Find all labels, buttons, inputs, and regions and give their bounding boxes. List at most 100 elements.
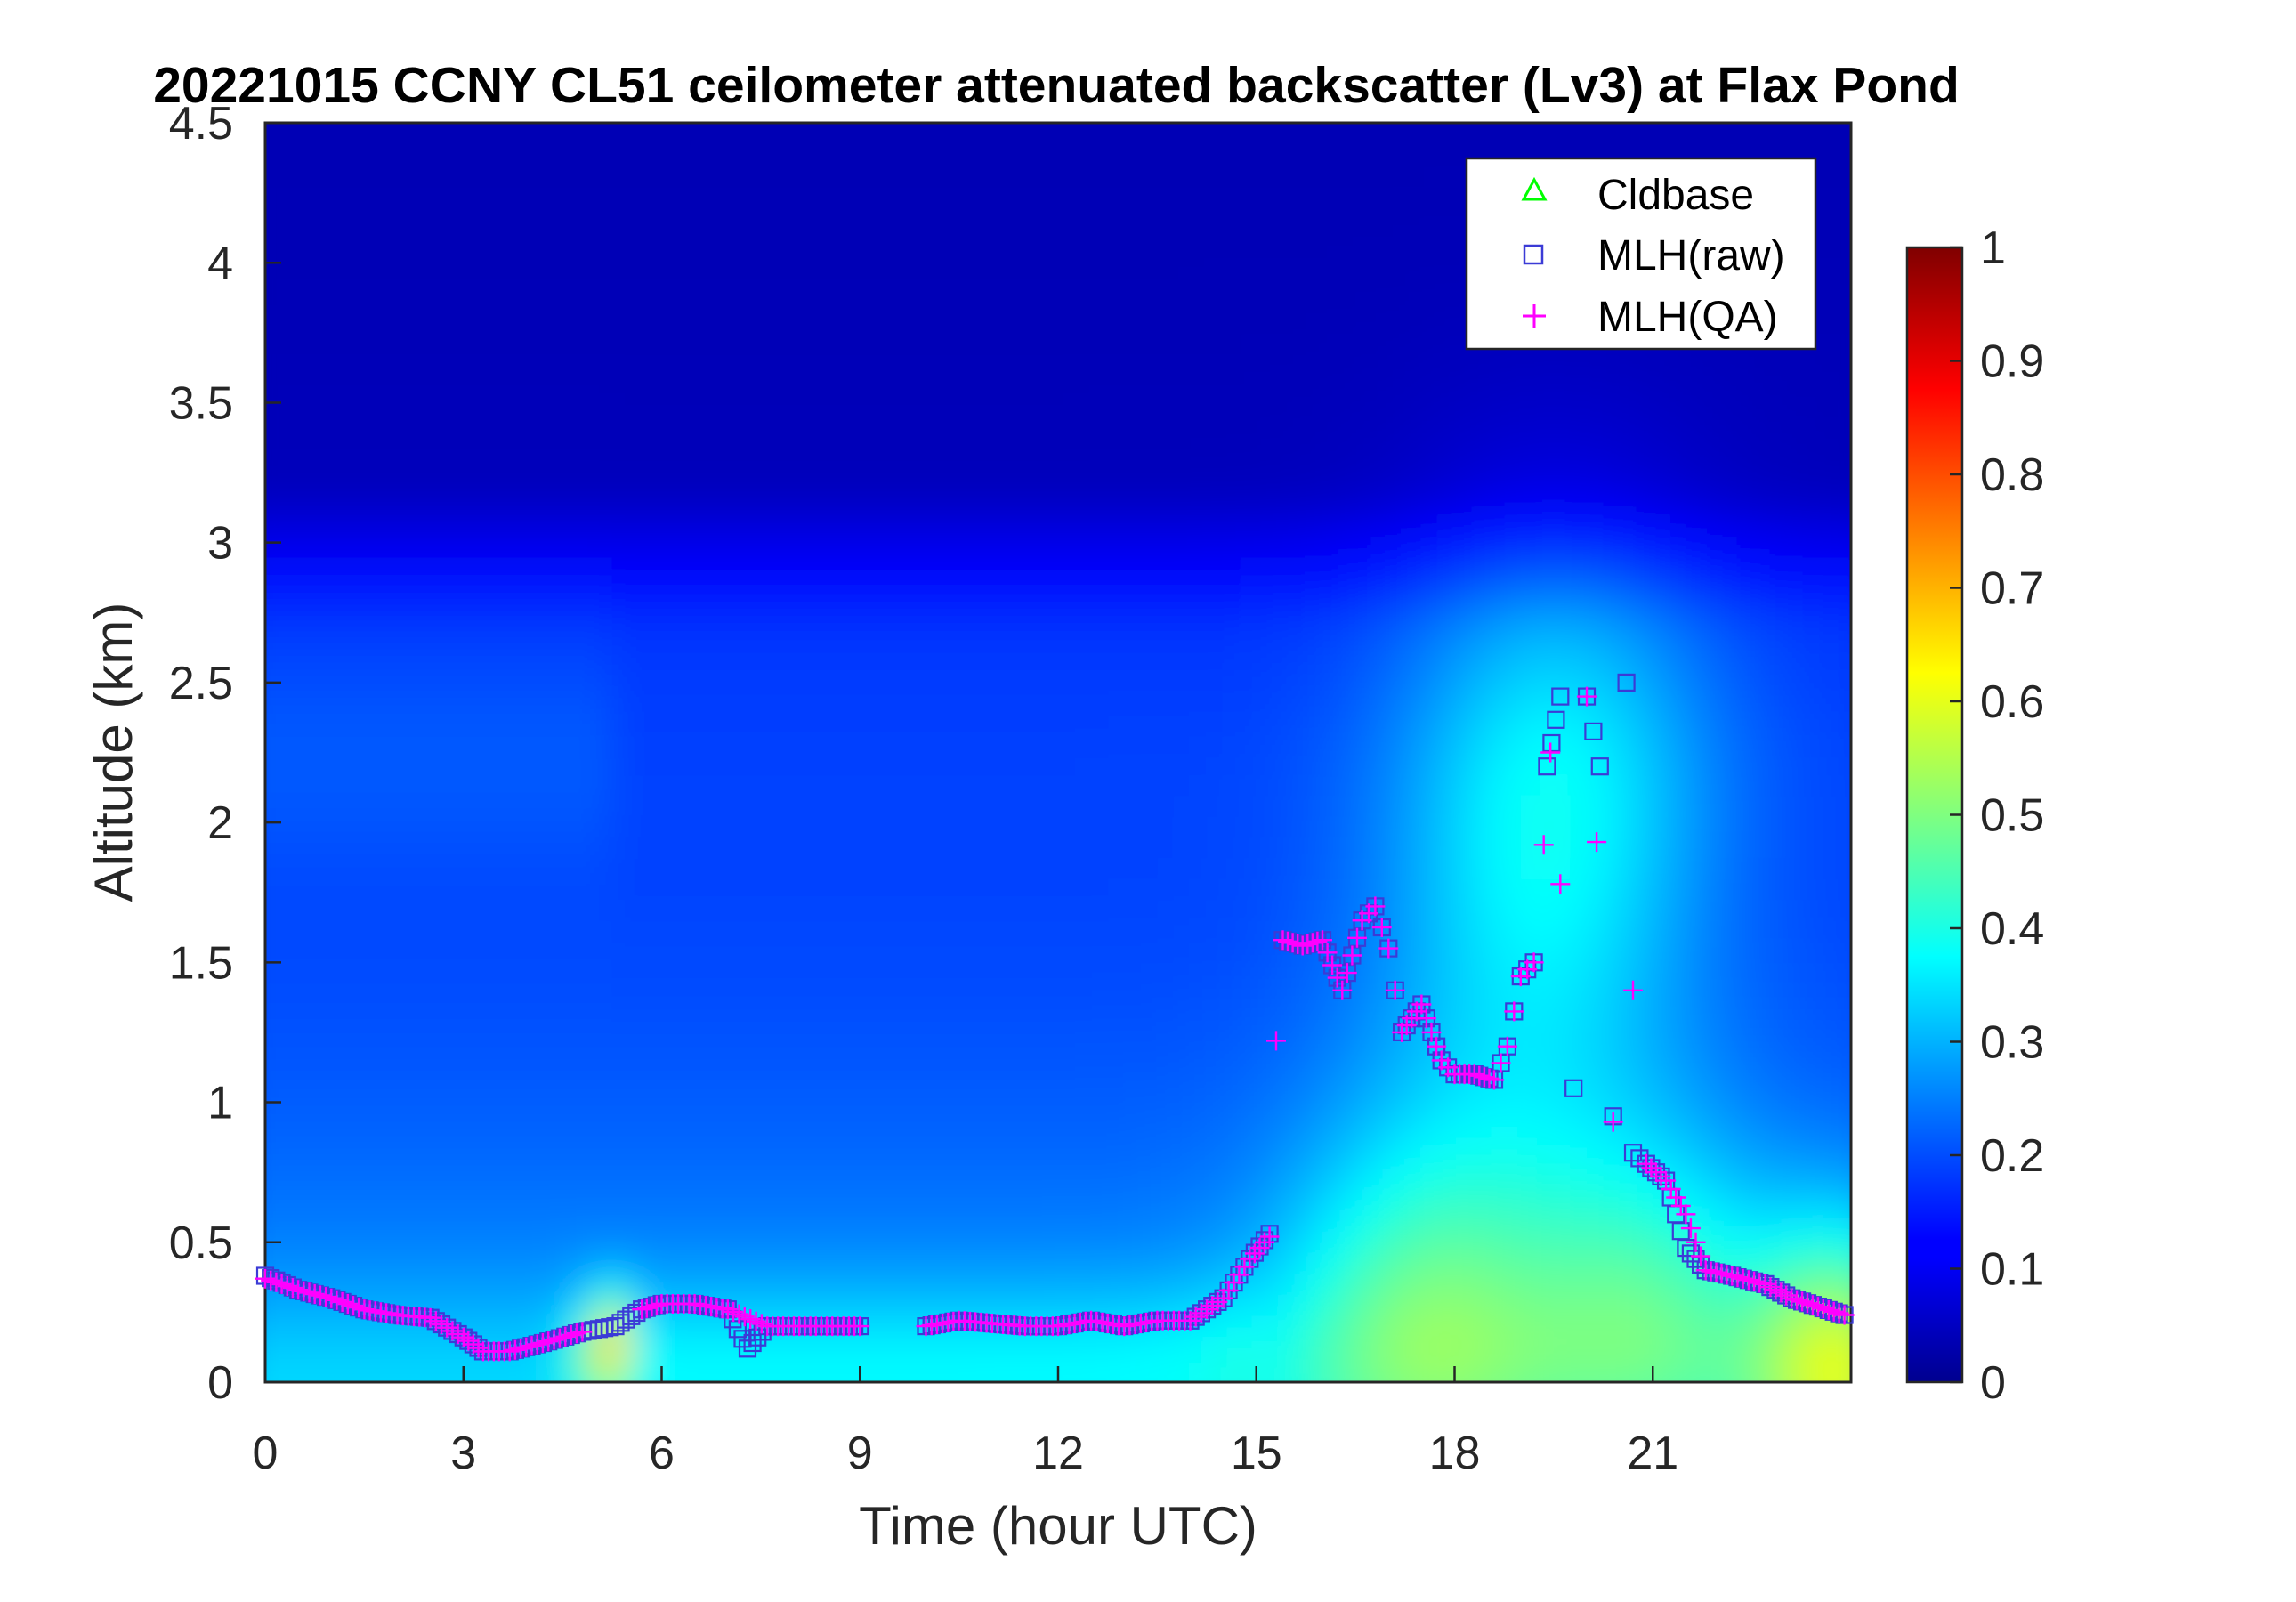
heatmap-cell <box>447 689 465 712</box>
heatmap-cell <box>1157 773 1175 796</box>
heatmap-cell <box>942 1130 960 1153</box>
heatmap-cell <box>1140 647 1159 670</box>
heatmap-cell <box>975 1339 993 1363</box>
heatmap-cell <box>430 1046 449 1069</box>
heatmap-cell <box>1207 627 1225 649</box>
heatmap-cell <box>678 983 696 1006</box>
heatmap-cell <box>1207 1214 1225 1236</box>
heatmap-cell <box>926 1046 944 1069</box>
heatmap-cell <box>397 1067 416 1089</box>
heatmap-cell <box>578 353 597 376</box>
heatmap-cell <box>364 920 382 943</box>
heatmap-cell <box>958 1151 977 1174</box>
heatmap-cell <box>414 668 432 691</box>
heatmap-cell <box>694 1004 713 1027</box>
heatmap-cell <box>546 290 564 313</box>
heatmap-cell <box>480 227 497 250</box>
heatmap-cell <box>1371 143 1390 166</box>
heatmap-cell <box>843 542 861 565</box>
heatmap-cell <box>1421 710 1439 732</box>
heatmap-cell <box>810 123 829 145</box>
heatmap-cell <box>1338 1109 1357 1131</box>
heatmap-cell <box>1421 353 1439 376</box>
heatmap-cell <box>827 1382 845 1404</box>
heatmap-cell <box>694 395 713 418</box>
heatmap-cell <box>562 962 580 984</box>
heatmap-cell <box>744 563 762 586</box>
heatmap-cell <box>942 1067 960 1089</box>
heatmap-cell <box>578 458 597 481</box>
heatmap-cell <box>447 878 465 901</box>
heatmap-cell <box>1223 1319 1241 1341</box>
heatmap-cell <box>1437 731 1456 754</box>
heatmap-cell <box>546 878 564 901</box>
heatmap-cell <box>364 1214 382 1236</box>
heatmap-cell <box>232 312 250 334</box>
heatmap-cell <box>281 773 300 796</box>
heatmap-cell <box>1454 627 1473 649</box>
heatmap-cell <box>513 584 530 607</box>
heatmap-cell <box>1421 1256 1439 1279</box>
heatmap-cell <box>860 290 877 313</box>
heatmap-cell <box>1140 878 1159 901</box>
heatmap-cell <box>1504 1088 1522 1111</box>
heatmap-cell <box>893 1382 910 1404</box>
heatmap-cell <box>447 899 465 922</box>
heatmap-cell <box>1371 332 1390 355</box>
heatmap-cell <box>1454 962 1473 984</box>
heatmap-cell <box>1091 312 1109 334</box>
heatmap-cell <box>298 773 316 796</box>
heatmap-cell <box>1124 290 1142 313</box>
heatmap-cell <box>562 542 580 565</box>
heatmap-cell <box>1322 584 1340 607</box>
heatmap-cell <box>380 375 399 397</box>
heatmap-cell <box>827 1277 845 1299</box>
heatmap-cell <box>1190 857 1209 879</box>
heatmap-cell <box>1487 584 1506 607</box>
heatmap-cell <box>991 290 1010 313</box>
heatmap-cell <box>480 1046 497 1069</box>
heatmap-cell <box>1372 1404 1390 1426</box>
heatmap-cell <box>546 1151 564 1174</box>
heatmap-cell <box>1223 332 1241 355</box>
heatmap-cell <box>678 941 696 964</box>
heatmap-cell <box>843 437 861 460</box>
heatmap-cell <box>314 1256 333 1279</box>
heatmap-cell <box>1355 375 1373 397</box>
heatmap-cell <box>281 206 300 229</box>
heatmap-cell <box>810 458 829 481</box>
heatmap-cell <box>678 542 696 565</box>
heatmap-cell <box>595 1298 613 1321</box>
heatmap-cell <box>1223 417 1241 439</box>
heatmap-cell <box>794 878 812 901</box>
heatmap-cell <box>578 899 597 922</box>
heatmap-cell <box>298 983 316 1006</box>
heatmap-cell <box>414 689 432 712</box>
heatmap-cell <box>447 353 465 376</box>
heatmap-cell <box>1289 417 1307 439</box>
heatmap-cell <box>678 1234 696 1258</box>
heatmap-cell <box>678 773 696 796</box>
heatmap-cell <box>628 836 646 859</box>
heatmap-cell <box>1306 1004 1323 1027</box>
heatmap-cell <box>760 563 779 586</box>
heatmap-cell <box>1058 227 1076 250</box>
heatmap-cell <box>1008 1172 1026 1194</box>
heatmap-cell <box>843 332 861 355</box>
heatmap-cell <box>414 563 432 586</box>
heatmap-cell <box>513 270 530 292</box>
heatmap-cell <box>397 1256 416 1279</box>
heatmap-cell <box>1306 143 1323 166</box>
heatmap-cell <box>1107 375 1126 397</box>
heatmap-cell <box>265 1319 266 1341</box>
heatmap-cell <box>1190 1361 1209 1382</box>
heatmap-cell <box>1173 1214 1192 1236</box>
heatmap-cell <box>281 1130 300 1153</box>
heatmap-cell <box>661 731 680 754</box>
heatmap-cell <box>958 270 977 292</box>
heatmap-cell <box>1024 584 1043 607</box>
heatmap-cell <box>727 1088 746 1111</box>
heatmap-cell <box>414 206 432 229</box>
heatmap-cell <box>827 353 845 376</box>
heatmap-cell <box>661 332 680 355</box>
